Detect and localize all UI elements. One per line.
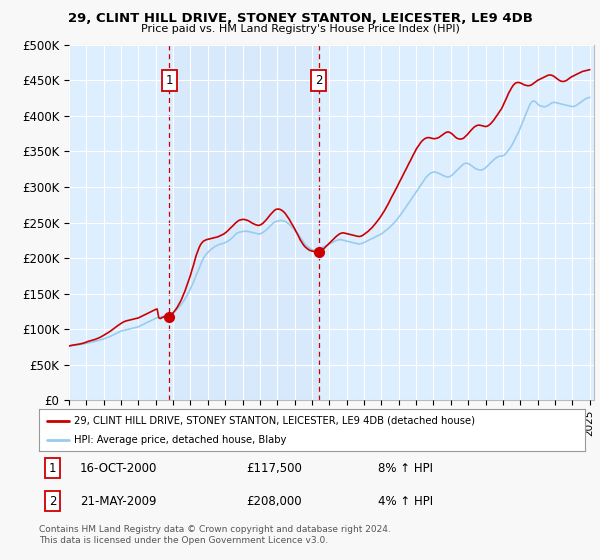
Text: 4% ↑ HPI: 4% ↑ HPI bbox=[377, 494, 433, 508]
Text: Contains HM Land Registry data © Crown copyright and database right 2024.: Contains HM Land Registry data © Crown c… bbox=[39, 525, 391, 534]
Text: 2: 2 bbox=[49, 494, 56, 508]
Text: 2: 2 bbox=[315, 74, 322, 87]
Text: This data is licensed under the Open Government Licence v3.0.: This data is licensed under the Open Gov… bbox=[39, 536, 328, 545]
Text: 29, CLINT HILL DRIVE, STONEY STANTON, LEICESTER, LE9 4DB: 29, CLINT HILL DRIVE, STONEY STANTON, LE… bbox=[68, 12, 532, 25]
Text: HPI: Average price, detached house, Blaby: HPI: Average price, detached house, Blab… bbox=[74, 435, 287, 445]
Bar bbox=[173, 45, 319, 400]
Text: 1: 1 bbox=[166, 74, 173, 87]
Text: 8% ↑ HPI: 8% ↑ HPI bbox=[377, 462, 433, 475]
Text: £117,500: £117,500 bbox=[247, 462, 302, 475]
Text: 29, CLINT HILL DRIVE, STONEY STANTON, LEICESTER, LE9 4DB (detached house): 29, CLINT HILL DRIVE, STONEY STANTON, LE… bbox=[74, 416, 475, 426]
Text: Price paid vs. HM Land Registry's House Price Index (HPI): Price paid vs. HM Land Registry's House … bbox=[140, 24, 460, 34]
Text: 1: 1 bbox=[49, 462, 56, 475]
Text: 16-OCT-2000: 16-OCT-2000 bbox=[80, 462, 157, 475]
Text: 21-MAY-2009: 21-MAY-2009 bbox=[80, 494, 157, 508]
Text: £208,000: £208,000 bbox=[247, 494, 302, 508]
